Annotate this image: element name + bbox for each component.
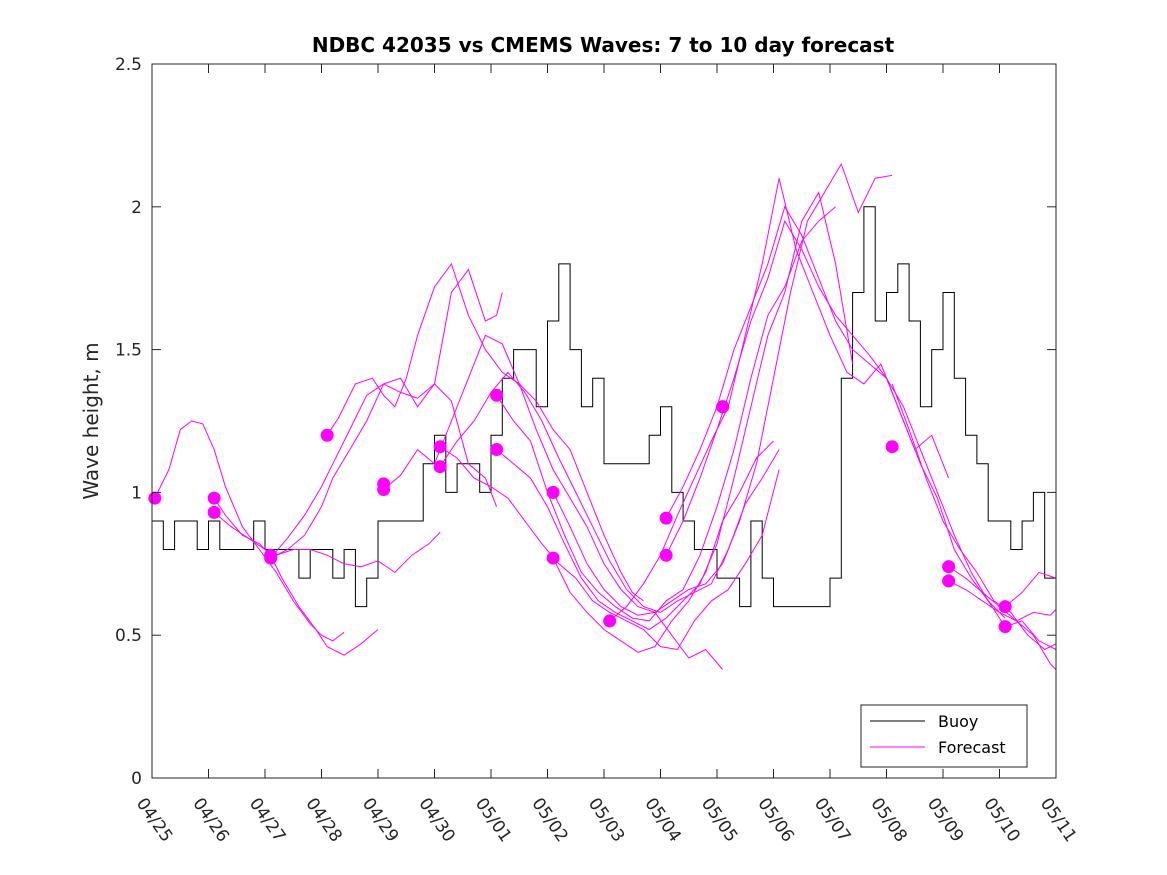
forecast-series-line-12 (552, 162, 893, 616)
forecast-start-point-23 (998, 620, 1012, 634)
forecast-series-line-4 (270, 268, 503, 559)
chart-title: NDBC 42035 vs CMEMS Waves: 7 to 10 day f… (312, 33, 895, 57)
forecast-start-point-18 (716, 400, 730, 414)
forecast-start-point-13 (546, 551, 560, 565)
forecast-series-line-3 (213, 512, 441, 574)
forecast-series-line-21 (1004, 620, 1057, 650)
forecast-start-point-0 (148, 491, 162, 505)
y-tick-label-1: 0.5 (115, 626, 142, 646)
forecast-start-point-10 (490, 388, 504, 402)
legend-buoy-label: Buoy (938, 712, 978, 731)
legend-forecast-label: Forecast (938, 738, 1006, 757)
y-tick-label-0: 0 (131, 769, 142, 789)
forecast-start-point-7 (377, 483, 391, 497)
plot-area: 00.511.522.504/25 04/26 04/27 04/28 04/29 04/… (115, 55, 1080, 846)
y-axis-label: Wave height, m (79, 342, 103, 499)
forecast-start-point-22 (998, 600, 1012, 614)
forecast-series-line-17 (891, 383, 1057, 651)
forecast-start-point-4 (264, 551, 278, 565)
legend-box (860, 704, 1028, 768)
forecast-series-line-11 (496, 191, 854, 631)
forecast-start-point-8 (433, 440, 447, 454)
forecast-start-point-15 (659, 511, 673, 525)
forecast-start-point-14 (603, 614, 617, 628)
forecast-series-line-13 (552, 440, 774, 653)
forecast-series-line-5 (270, 377, 498, 559)
y-tick-label-4: 2 (131, 198, 142, 218)
forecast-series-line-15 (665, 205, 1006, 619)
forecast-start-point-16 (659, 548, 673, 562)
forecast-start-point-9 (433, 460, 447, 474)
forecast-start-point-19 (885, 440, 899, 454)
forecast-start-point-12 (546, 485, 560, 499)
legend: Buoy Forecast (860, 704, 1028, 768)
y-tick-label-2: 1 (131, 483, 142, 503)
forecast-series-line-6 (326, 262, 644, 602)
forecast-series-line-18 (948, 566, 1057, 670)
forecast-series-line-19 (948, 580, 1057, 622)
forecast-series-line-9 (439, 371, 780, 613)
forecast-start-point-1 (207, 491, 221, 505)
forecast-start-point-11 (490, 443, 504, 457)
forecast-start-point-5 (320, 428, 334, 442)
y-tick-label-3: 1.5 (115, 341, 142, 361)
forecast-series-line-10 (496, 206, 836, 622)
forecast-series-line-8 (439, 446, 780, 651)
forecast-series-line-20 (1004, 571, 1057, 607)
buoy-series-line (152, 206, 1057, 608)
forecast-start-point-20 (942, 560, 956, 574)
forecast-start-point-21 (942, 574, 956, 588)
forecast-start-point-2 (207, 505, 221, 519)
y-tick-label-5: 2.5 (115, 55, 142, 75)
